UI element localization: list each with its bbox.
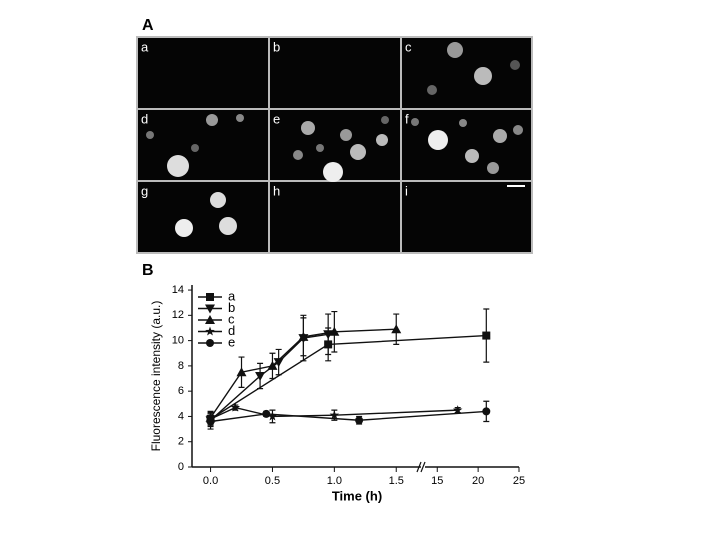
cell — [138, 110, 268, 180]
marker — [355, 416, 364, 425]
cell — [402, 38, 531, 108]
cell — [402, 182, 531, 252]
x-tick-label: 1.5 — [389, 475, 404, 487]
panel-label: B — [142, 262, 154, 279]
panel-letter: h — [273, 183, 280, 198]
panel-letter: c — [405, 39, 412, 54]
marker — [205, 326, 215, 336]
y-axis-title: Fluorescence intensity (a.u.) — [149, 301, 163, 452]
marker — [452, 405, 463, 415]
x-tick-label: 20 — [472, 475, 484, 487]
y-tick-label: 14 — [172, 284, 184, 296]
panel-letter: e — [273, 111, 280, 126]
cell — [270, 182, 400, 252]
x-axis-title: Time (h) — [332, 488, 382, 503]
particles — [146, 42, 525, 237]
axis-break — [416, 461, 426, 473]
cell — [138, 182, 268, 252]
legend-label: b — [228, 300, 235, 315]
marker — [391, 324, 402, 334]
x-tick-label: 25 — [513, 475, 525, 487]
micrograph-grid — [136, 36, 533, 254]
x-tick-label: 15 — [431, 475, 443, 487]
marker — [205, 315, 215, 324]
legend-label: a — [228, 288, 236, 303]
panel-letter: i — [405, 183, 408, 198]
marker — [267, 360, 278, 370]
panel-letter: b — [273, 39, 280, 54]
y-tick-label: 2 — [178, 436, 184, 448]
marker — [255, 372, 266, 381]
marker — [482, 407, 491, 416]
marker — [230, 402, 241, 412]
x-tick-label: 0.5 — [265, 475, 280, 487]
panel-letter: a — [141, 39, 149, 54]
marker — [267, 411, 278, 421]
series-line — [210, 334, 487, 420]
marker — [273, 358, 284, 368]
marker — [206, 339, 214, 347]
cell — [270, 38, 400, 108]
cell — [138, 38, 268, 108]
y-tick-label: 12 — [172, 309, 184, 321]
y-tick-label: 10 — [172, 335, 184, 347]
marker — [236, 367, 247, 377]
series-line — [210, 410, 487, 423]
x-tick-label: 1.0 — [327, 475, 342, 487]
marker — [262, 409, 271, 418]
y-tick-label: 4 — [178, 410, 184, 422]
x-tick-label: 0.0 — [203, 475, 218, 487]
cell — [402, 110, 531, 180]
marker — [329, 326, 340, 336]
panel-letter: g — [141, 183, 148, 198]
y-tick-label: 8 — [178, 360, 184, 372]
panel-letter: d — [141, 111, 148, 126]
y-tick-label: 0 — [178, 461, 184, 473]
legend-label: d — [228, 323, 235, 338]
series-line — [209, 328, 397, 419]
marker — [205, 304, 215, 314]
legend-label: e — [228, 334, 235, 349]
legend-label: c — [228, 311, 235, 326]
panel-letter: f — [405, 111, 409, 126]
marker — [206, 417, 215, 426]
marker — [298, 331, 309, 341]
marker — [482, 331, 491, 340]
panel-label: A — [142, 17, 154, 34]
marker — [206, 293, 214, 301]
y-tick-label: 6 — [178, 385, 184, 397]
marker — [329, 410, 340, 420]
